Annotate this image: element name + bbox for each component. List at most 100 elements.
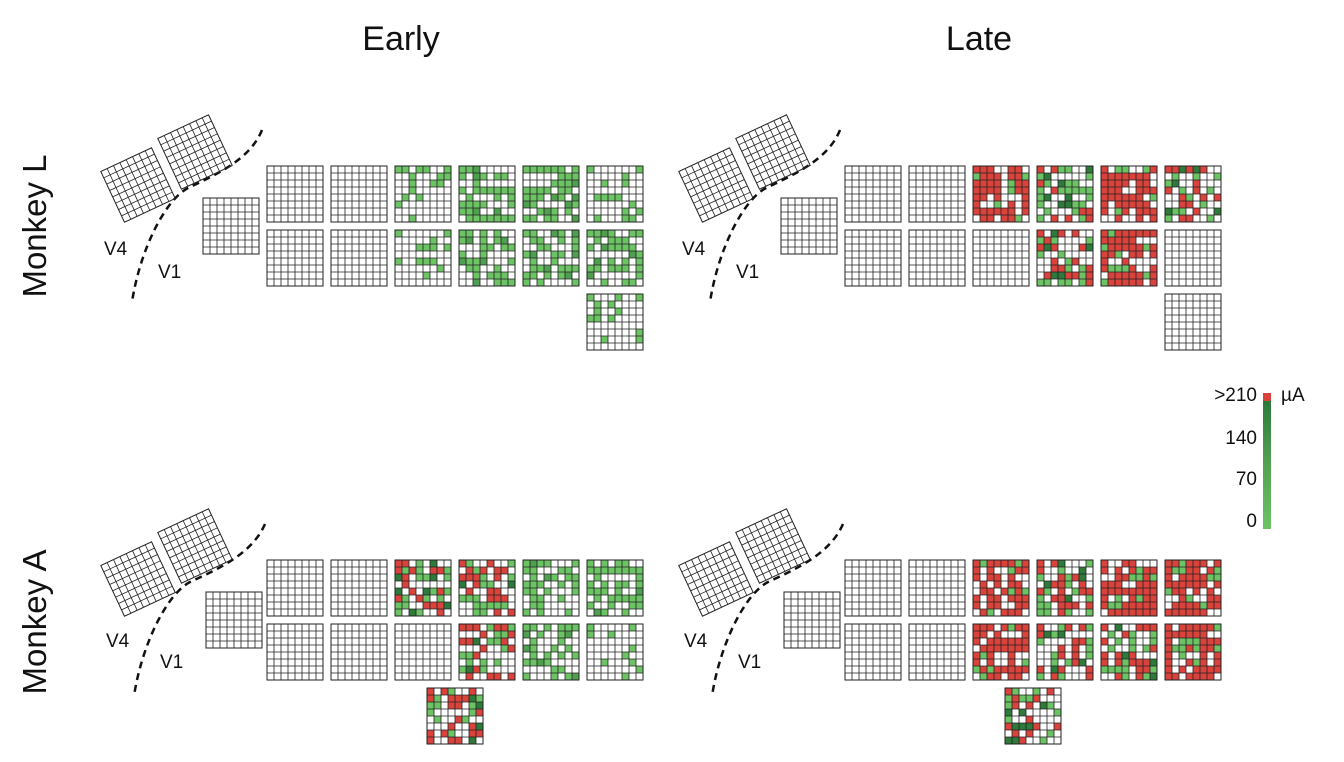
electrode-cell	[459, 173, 466, 180]
electrode-cell	[1065, 166, 1072, 173]
v4-label: V4	[106, 631, 130, 652]
electrode-cell	[1037, 201, 1044, 208]
electrode-cell	[608, 602, 615, 609]
electrode-cell	[1115, 272, 1122, 279]
electrode-cell	[544, 215, 551, 222]
electrode-cell	[1022, 180, 1029, 187]
electrode-cell	[1150, 567, 1157, 574]
electrode-cell	[473, 215, 480, 222]
electrode-cell	[1172, 673, 1179, 680]
electrode-cell	[494, 194, 501, 201]
electrode-cell	[1044, 237, 1051, 244]
electrode-cell	[1136, 609, 1143, 616]
electrode-cell	[1058, 631, 1065, 638]
electrode-cell	[1207, 588, 1214, 595]
electrode-cell	[622, 581, 629, 588]
electrode-cell	[473, 258, 480, 265]
electrode-cell	[1086, 208, 1093, 215]
electrode-cell	[622, 609, 629, 616]
electrode-cell	[615, 588, 622, 595]
electrode-cell	[1122, 258, 1129, 265]
electrode-cell	[544, 574, 551, 581]
electrode-cell	[402, 581, 409, 588]
electrode-cell	[608, 265, 615, 272]
v1-array-mid-3	[394, 623, 452, 681]
electrode-cell	[636, 588, 643, 595]
electrode-cell	[409, 215, 416, 222]
electrode-cell	[615, 237, 622, 244]
electrode-cell	[987, 187, 994, 194]
electrode-cell	[594, 258, 601, 265]
v1-array-top-3	[972, 559, 1030, 617]
electrode-cell	[615, 294, 622, 301]
electrode-cell	[1193, 638, 1200, 645]
electrode-cell	[1207, 624, 1214, 631]
electrode-cell	[523, 631, 530, 638]
electrode-cell	[544, 244, 551, 251]
electrode-cell	[1044, 194, 1051, 201]
electrode-cell	[1129, 560, 1136, 567]
electrode-cell	[530, 659, 537, 666]
electrode-cell	[1072, 602, 1079, 609]
electrode-cell	[1026, 702, 1033, 709]
electrode-cell	[1200, 166, 1207, 173]
electrode-cell	[448, 723, 455, 730]
electrode-cell	[1037, 560, 1044, 567]
electrode-cell	[1136, 244, 1143, 251]
v1-array-small	[202, 197, 260, 255]
electrode-cell	[430, 180, 437, 187]
electrode-cell	[501, 631, 508, 638]
electrode-cell	[1051, 631, 1058, 638]
electrode-cell	[1079, 581, 1086, 588]
electrode-cell	[558, 194, 565, 201]
electrode-cell	[622, 258, 629, 265]
array-gridlines	[1165, 560, 1221, 616]
electrode-cell	[1143, 624, 1150, 631]
electrode-cell	[1129, 631, 1136, 638]
electrode-cell	[1150, 215, 1157, 222]
electrode-cell	[1008, 659, 1015, 666]
electrode-cell	[980, 588, 987, 595]
electrode-cell	[1165, 560, 1172, 567]
electrode-cell	[466, 194, 473, 201]
electrode-cell	[1136, 588, 1143, 595]
electrode-cell	[1037, 173, 1044, 180]
electrode-cell	[530, 645, 537, 652]
electrode-cell	[608, 595, 615, 602]
electrode-cell	[1051, 652, 1058, 659]
electrode-cell	[1122, 272, 1129, 279]
array-gridlines	[523, 230, 579, 286]
electrode-cell	[1193, 624, 1200, 631]
electrode-cell	[1108, 187, 1115, 194]
electrode-cell	[459, 624, 466, 631]
electrode-cell	[1051, 265, 1058, 272]
array-gridlines	[160, 511, 230, 581]
array-gridlines	[1101, 560, 1157, 616]
electrode-cell	[594, 574, 601, 581]
electrode-cell	[1108, 602, 1115, 609]
electrode-cell	[480, 230, 487, 237]
electrode-cell	[1044, 279, 1051, 286]
electrode-cell	[487, 624, 494, 631]
electrode-cell	[1150, 194, 1157, 201]
electrode-cell	[501, 237, 508, 244]
electrode-cell	[501, 567, 508, 574]
v1-array-bottom	[1004, 687, 1062, 745]
electrode-cell	[1214, 659, 1221, 666]
electrode-cell	[1129, 251, 1136, 258]
electrode-cell	[572, 265, 579, 272]
electrode-cell	[1115, 602, 1122, 609]
electrode-cell	[523, 567, 530, 574]
v1-array-top-3	[972, 165, 1030, 223]
electrode-cell	[1136, 180, 1143, 187]
v1-array-mid-6	[586, 623, 644, 681]
electrode-cell	[1207, 645, 1214, 652]
electrode-cell	[622, 279, 629, 286]
electrode-cell	[476, 709, 483, 716]
electrode-cell	[601, 336, 608, 343]
electrode-cell	[1019, 737, 1026, 744]
electrode-cell	[973, 666, 980, 673]
electrode-cell	[427, 730, 434, 737]
electrode-cell	[1037, 237, 1044, 244]
electrode-cell	[1186, 624, 1193, 631]
